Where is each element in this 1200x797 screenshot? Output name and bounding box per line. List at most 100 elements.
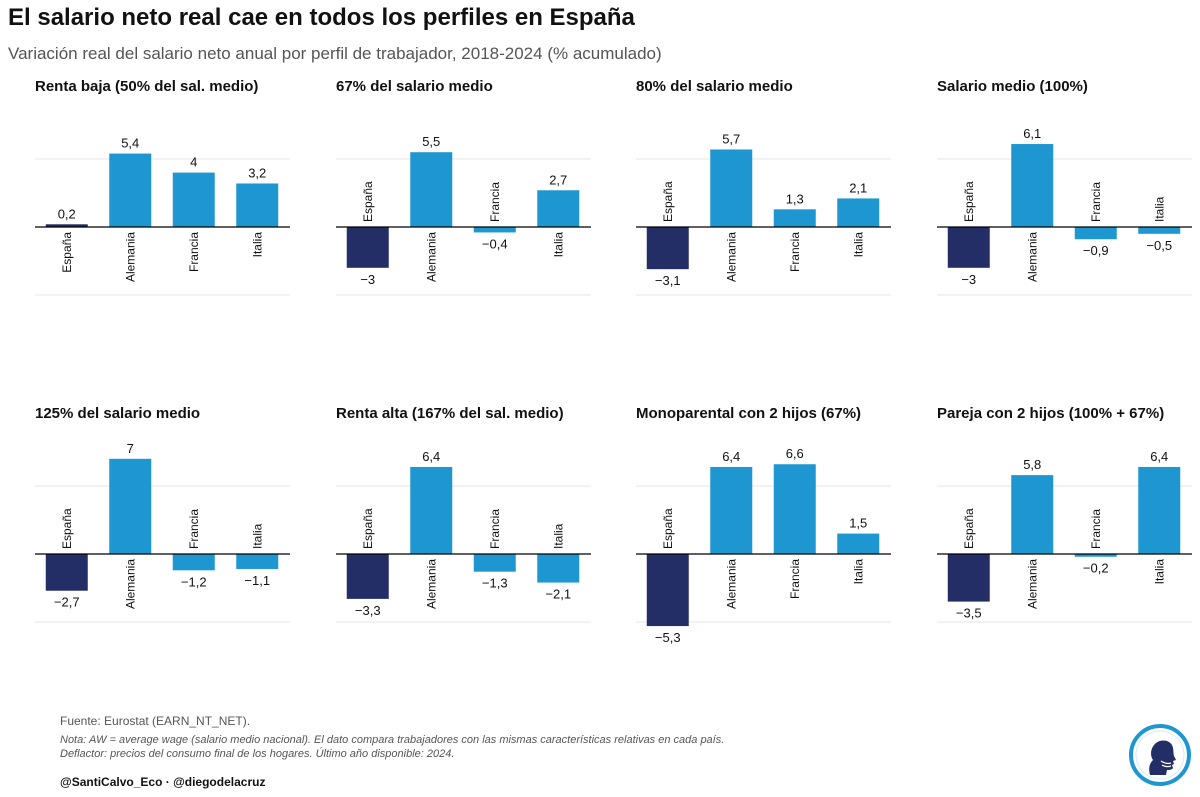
bar-francia — [172, 172, 215, 227]
bar-panel: −3 España 6,1 Alemania −0,9 Francia −0,5 Italia — [937, 126, 1192, 296]
bar-italia — [837, 198, 880, 227]
bar-panel: −5,3 España 6,4 Alemania 6,6 Francia 1,5 Italia — [636, 446, 891, 645]
value-label: 6,4 — [722, 449, 740, 464]
bar-espana — [45, 554, 88, 591]
bar-espana — [346, 227, 389, 268]
category-label: Francia — [488, 509, 502, 549]
value-label: −3,3 — [355, 603, 381, 618]
author-logo — [1128, 723, 1192, 787]
category-label: España — [661, 508, 675, 549]
category-label: España — [661, 181, 675, 222]
bar-francia — [172, 554, 215, 571]
value-label: −1,1 — [244, 573, 270, 588]
value-label: 6,4 — [422, 449, 440, 464]
bar-italia — [537, 554, 580, 583]
chart-subtitle: Variación real del salario neto anual po… — [8, 44, 662, 63]
category-label: Francia — [187, 232, 201, 272]
value-label: 5,8 — [1023, 457, 1041, 472]
panel-title-67: 67% del salario medio — [336, 78, 493, 95]
category-label: España — [60, 508, 74, 549]
value-label: −3,1 — [655, 273, 681, 288]
author-credit: @SantiCalvo_Eco · @diegodelacruz — [60, 775, 266, 789]
bar-alemania — [1011, 475, 1054, 554]
category-label: Italia — [1152, 196, 1166, 222]
methodology-note: Nota: AW = average wage (salario medio n… — [60, 734, 725, 746]
category-label: Alemania — [724, 559, 738, 609]
value-label: −3,5 — [956, 606, 982, 621]
category-label: Francia — [1089, 182, 1103, 222]
category-label: Italia — [551, 232, 565, 258]
category-label: Italia — [250, 523, 264, 549]
category-label: Italia — [1152, 559, 1166, 585]
bar-francia — [773, 209, 816, 227]
bar-espana — [346, 554, 389, 599]
deflator-note: Deflactor: precios del consumo final de … — [60, 748, 455, 760]
value-label: −2,1 — [545, 587, 571, 602]
value-label: −0,9 — [1083, 243, 1109, 258]
value-label: 6,1 — [1023, 126, 1041, 141]
panel-title-monoparental: Monoparental con 2 hijos (67%) — [636, 405, 862, 422]
value-label: −5,3 — [655, 630, 681, 645]
value-label: 5,5 — [422, 134, 440, 149]
category-label: España — [962, 508, 976, 549]
category-label: Italia — [250, 232, 264, 258]
bar-italia — [537, 190, 580, 227]
bar-espana — [646, 554, 689, 627]
value-label: 1,3 — [786, 191, 804, 206]
bar-italia — [837, 533, 880, 554]
value-label: 2,1 — [849, 180, 867, 195]
value-label: 7 — [127, 441, 134, 456]
category-label: Alemania — [424, 232, 438, 282]
category-label: Alemania — [424, 559, 438, 609]
panel-title-100: Salario medio (100%) — [937, 78, 1088, 95]
bar-alemania — [410, 466, 453, 554]
bar-italia — [236, 554, 279, 569]
panel-title-125: 125% del salario medio — [35, 405, 201, 422]
bar-alemania — [710, 149, 753, 227]
panel-title-80: 80% del salario medio — [636, 78, 793, 95]
value-label: 6,6 — [786, 446, 804, 461]
category-label: Alemania — [123, 559, 137, 609]
value-label: −3 — [360, 272, 375, 287]
bar-panel: −3 España 5,5 Alemania −0,4 Francia 2,7 Italia — [336, 134, 591, 296]
bar-italia — [1138, 466, 1181, 554]
bar-espana — [947, 554, 990, 602]
category-label: Alemania — [1025, 559, 1039, 609]
bar-alemania — [109, 153, 152, 227]
value-label: 2,7 — [549, 172, 567, 187]
bar-espana — [646, 227, 689, 270]
bar-alemania — [710, 466, 753, 554]
category-label: Francia — [488, 182, 502, 222]
category-label: Francia — [187, 509, 201, 549]
bar-francia — [773, 464, 816, 554]
panel-title-renta-alta: Renta alta (167% del sal. medio) — [336, 405, 564, 422]
value-label: −1,2 — [181, 574, 207, 589]
value-label: −3 — [961, 272, 976, 287]
bar-alemania — [410, 152, 453, 227]
profile-silhouette-logo-icon — [1129, 724, 1191, 786]
bar-panel: −2,7 España 7 Alemania −1,2 Francia −1,1 Italia — [35, 441, 290, 623]
value-label: 0,2 — [58, 206, 76, 221]
value-label: 3,2 — [248, 165, 266, 180]
bar-panel: −3,3 España 6,4 Alemania −1,3 Francia −2,1 Ital… — [336, 449, 591, 623]
category-label: España — [361, 508, 375, 549]
value-label: −2,7 — [54, 595, 80, 610]
bar-francia — [473, 227, 516, 233]
panel-title-renta-baja: Renta baja (50% del sal. medio) — [35, 78, 259, 95]
value-label: −0,2 — [1083, 561, 1109, 576]
category-label: Alemania — [1025, 232, 1039, 282]
category-label: España — [361, 181, 375, 222]
category-label: Italia — [851, 232, 865, 258]
bar-panel: −3,5 España 5,8 Alemania −0,2 Francia 6,4 Itali… — [937, 449, 1192, 623]
value-label: −1,3 — [482, 576, 508, 591]
bar-panel: 0,2 España 5,4 Alemania 4 Francia 3,2 Italia — [35, 136, 290, 296]
bar-alemania — [109, 458, 152, 554]
source-note: Fuente: Eurostat (EARN_NT_NET). — [60, 714, 251, 728]
category-label: Francia — [788, 232, 802, 272]
bar-francia — [1074, 227, 1117, 240]
value-label: −0,4 — [482, 236, 508, 251]
value-label: 4 — [190, 155, 197, 170]
value-label: −0,5 — [1146, 238, 1172, 253]
category-label: Alemania — [724, 232, 738, 282]
value-label: 1,5 — [849, 516, 867, 531]
